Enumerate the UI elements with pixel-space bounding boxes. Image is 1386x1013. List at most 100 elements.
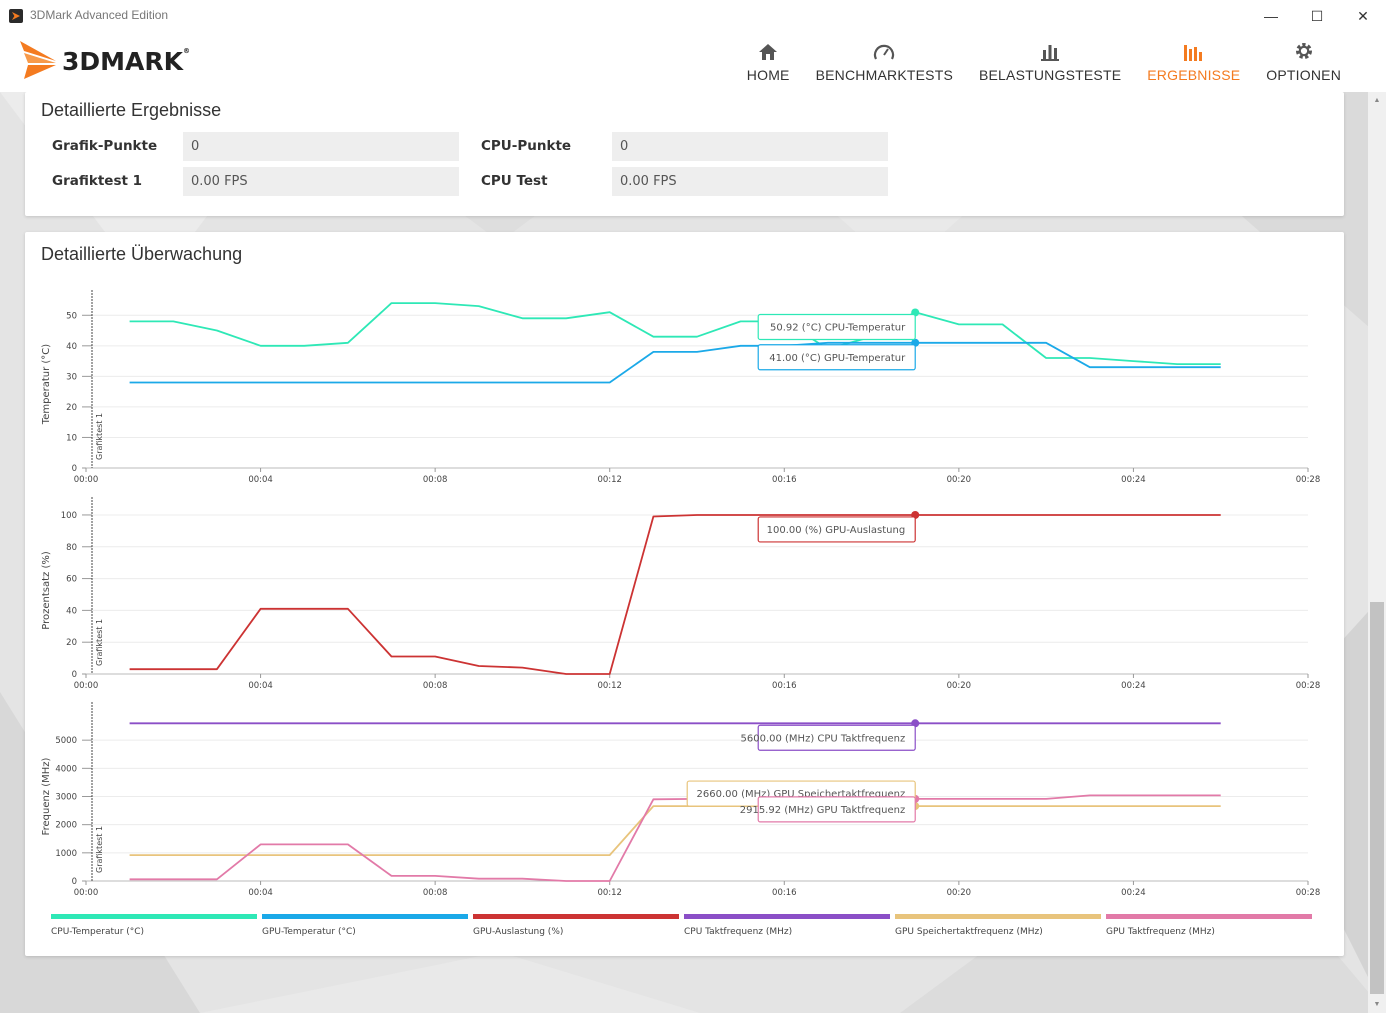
nav-label: BENCHMARKTESTS [815,67,953,83]
logo[interactable]: 3DMARK® [18,36,190,82]
nav-benchmarktests[interactable]: BENCHMARKTESTS [803,32,966,92]
y-tick-label: 100 [61,511,77,521]
nav-label: ERGEBNISSE [1147,67,1241,83]
x-tick-label: 00:04 [248,681,273,691]
x-tick-label: 00:28 [1296,888,1321,898]
cpu-test-label: CPU Test [481,173,548,189]
legend-swatch [262,914,468,919]
x-tick-label: 00:08 [423,475,448,485]
tooltip-box [757,724,916,751]
x-tick-label: 00:24 [1121,681,1146,691]
x-tick-label: 00:20 [947,888,972,898]
gauge-icon [873,39,895,61]
x-tick-label: 00:16 [772,475,797,485]
close-button[interactable]: ✕ [1357,7,1369,24]
logo-mark-icon [20,41,56,79]
y-axis-label: Frequenz (MHz) [41,757,52,835]
legend-label: GPU Taktfrequenz (MHz) [1106,927,1215,937]
cpu-test-value: 0.00 FPS [612,167,888,196]
x-tick-label: 00:16 [772,681,797,691]
cpu-score-label: CPU-Punkte [481,138,572,154]
graphics-score-value: 0 [183,132,459,161]
x-tick-label: 00:28 [1296,681,1321,691]
y-axis-label: Prozentsatz (%) [41,551,52,630]
y-tick-label: 20 [66,638,77,648]
y-tick-label: 80 [66,543,77,553]
app-icon [9,9,23,23]
scroll-down-icon[interactable]: ▼ [1373,1001,1381,1008]
y-tick-label: 60 [66,575,77,585]
detailed-monitoring-card: Detaillierte Überwachung 0 10 20 30 40 50 Graf… [25,232,1344,956]
scroll-up-icon[interactable]: ▲ [1373,97,1381,104]
detailed-results-title: Detaillierte Ergebnisse [41,100,222,120]
nav-home[interactable]: HOME [734,32,803,92]
series-line [129,805,1221,856]
detailed-monitoring-title: Detaillierte Überwachung [41,244,243,264]
y-tick-label: 50 [66,311,77,321]
series-line [129,514,1221,675]
y-tick-label: 20 [66,403,77,413]
legend-swatch [895,914,1101,919]
y-tick-label: 0 [72,670,77,680]
window-title: 3DMark Advanced Edition [30,8,169,22]
x-tick-label: 00:00 [74,475,99,485]
y-tick-label: 30 [66,372,77,382]
title-bar: 3DMark Advanced Edition — ☐ ✕ [0,0,1386,32]
graphics-test-1-value: 0.00 FPS [183,167,459,196]
graphics-test-1-label: Grafiktest 1 [52,173,143,189]
tooltip-box [757,796,916,823]
x-tick-label: 00:20 [947,681,972,691]
x-tick-label: 00:16 [772,888,797,898]
marker-label: Grafiktest 1 [95,619,104,666]
cpu-score-value: 0 [612,132,888,161]
y-tick-label: 0 [72,464,77,474]
series-line [129,341,1221,384]
tooltip-box [757,313,916,341]
app-header: 3DMARK® HOME BENCHMARKTESTS BELASTUNGSTE… [0,32,1386,92]
x-tick-label: 00:12 [597,475,622,485]
x-tick-label: 00:20 [947,475,972,485]
series-line [129,794,1221,882]
x-tick-label: 00:08 [423,888,448,898]
legend-label: CPU-Temperatur (°C) [51,927,144,937]
scrollbar[interactable]: ▲ ▼ [1368,92,1386,1013]
y-tick-label: 4000 [55,764,77,774]
graphics-score-label: Grafik-Punkte [52,138,158,154]
y-tick-label: 40 [66,606,77,616]
x-tick-label: 00:24 [1121,888,1146,898]
scrollbar-thumb[interactable] [1370,602,1384,994]
tooltip-box [757,344,916,371]
marker-label: Grafiktest 1 [95,413,104,460]
nav-label: BELASTUNGSTESTE [978,67,1122,83]
x-tick-label: 00:04 [248,475,273,485]
y-axis-label: Temperatur (°C) [41,344,52,425]
x-tick-label: 00:24 [1121,475,1146,485]
nav-belastungsteste[interactable]: BELASTUNGSTESTE [966,32,1134,92]
tooltip-text: 2915.92 (MHz) GPU Taktfrequenz [740,805,905,816]
y-tick-label: 0 [72,877,77,887]
nav-optionen[interactable]: OPTIONEN [1253,32,1354,92]
x-tick-label: 00:00 [74,681,99,691]
tooltip-box [757,516,916,543]
legend-label: GPU-Auslastung (%) [473,927,563,937]
home-icon [758,39,778,61]
y-tick-label: 5000 [55,736,77,746]
nav-ergebnisse[interactable]: ERGEBNISSE [1134,32,1253,92]
tooltip-text: 50.92 (°C) CPU-Temperatur [770,322,906,333]
detailed-results-card: Detaillierte Ergebnisse Grafik-Punkte 0 … [25,92,1344,216]
nav-label: OPTIONEN [1266,67,1341,83]
legend-label: CPU Taktfrequenz (MHz) [684,927,792,937]
tooltip-text: 100.00 (%) GPU-Auslastung [767,525,906,536]
series-line [129,302,1221,366]
main-nav: HOME BENCHMARKTESTS BELASTUNGSTESTE ERGE… [734,32,1354,92]
x-tick-label: 00:28 [1296,475,1321,485]
minimize-button[interactable]: — [1264,8,1278,24]
marker-label: Grafiktest 1 [95,826,104,873]
legend-label: GPU-Temperatur (°C) [262,927,356,937]
tooltip-text: 41.00 (°C) GPU-Temperatur [769,353,906,364]
legend-swatch [51,914,257,919]
x-tick-label: 00:04 [248,888,273,898]
maximize-button[interactable]: ☐ [1310,7,1324,24]
x-tick-label: 00:00 [74,888,99,898]
